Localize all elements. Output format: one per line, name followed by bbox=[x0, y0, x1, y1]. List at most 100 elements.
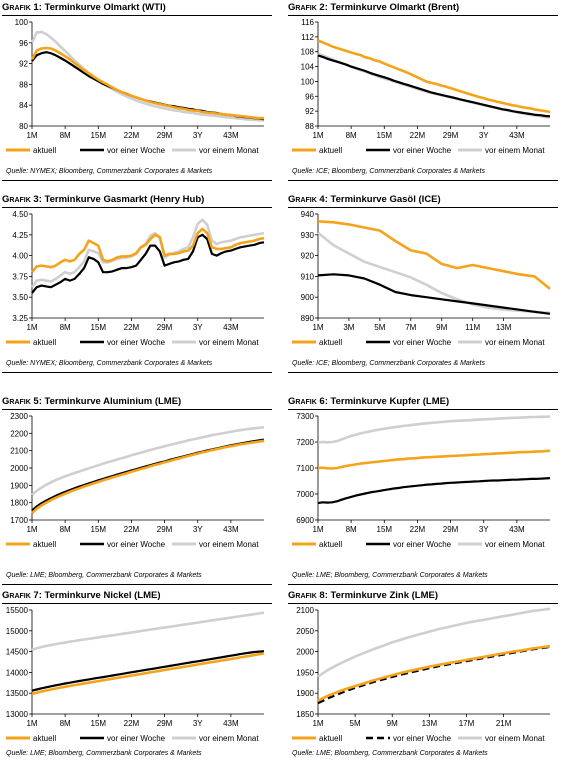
chart-panel-2: Grafik 2: Terminkurve Olmarkt (Brent) 88… bbox=[288, 2, 558, 182]
y-tick-label: 3.75 bbox=[12, 272, 28, 281]
x-tick-label: 15M bbox=[91, 525, 107, 534]
bottom-rule bbox=[2, 180, 272, 181]
x-tick-label: 43M bbox=[509, 131, 525, 140]
y-tick-label: 1850 bbox=[296, 710, 314, 719]
chart-panel-7: Grafik 7: Terminkurve Nickel (LME) 13000… bbox=[2, 590, 272, 762]
chart-title: Grafik 7: Terminkurve Nickel (LME) bbox=[2, 590, 160, 601]
chart-number: Grafik 8: bbox=[288, 590, 328, 601]
series-line-vor-einer-woche bbox=[317, 477, 551, 505]
chart-title: Grafik 6: Terminkurve Kupfer (LME) bbox=[288, 396, 449, 407]
series-line-vor-einem-monat bbox=[31, 426, 265, 496]
y-tick-label: 1950 bbox=[296, 668, 314, 677]
y-tick-label: 88 bbox=[305, 122, 314, 131]
x-tick-label: 9M bbox=[387, 719, 398, 728]
series-line-aktuell bbox=[317, 220, 551, 290]
x-tick-label: 1M bbox=[312, 525, 323, 534]
y-tick-label: 940 bbox=[301, 210, 315, 219]
bottom-rule bbox=[288, 180, 558, 181]
legend-label: vor einer Woche bbox=[107, 338, 166, 347]
x-tick-label: 15M bbox=[91, 719, 107, 728]
series-line-vor-einem-monat bbox=[30, 218, 265, 288]
x-tick-label: 7M bbox=[405, 323, 416, 332]
x-tick-label: 15M bbox=[91, 323, 107, 332]
chart-panel-6: Grafik 6: Terminkurve Kupfer (LME) 6900 7… bbox=[288, 396, 558, 585]
y-tick-label: 4.50 bbox=[12, 210, 28, 219]
source-note: Quelle: LME; Bloomberg, Commerzbank Corp… bbox=[292, 750, 488, 757]
x-tick-label: 8M bbox=[60, 131, 71, 140]
legend-label: vor einer Woche bbox=[107, 540, 166, 549]
x-tick-label: 22M bbox=[410, 525, 426, 534]
chart-title: Grafik 4: Terminkurve Gasöl (ICE) bbox=[288, 194, 441, 205]
chart-title: Grafik 3: Terminkurve Gasmarkt (Henry Hu… bbox=[2, 194, 204, 205]
series-line-aktuell bbox=[317, 644, 551, 702]
x-tick-label: 3M bbox=[343, 323, 354, 332]
y-tick-label: 2100 bbox=[296, 606, 314, 615]
y-tick-label: 2200 bbox=[10, 429, 28, 438]
x-tick-label: 3Y bbox=[479, 525, 489, 534]
y-tick-label: 6900 bbox=[296, 516, 314, 525]
chart-number: Grafik 1: bbox=[2, 2, 42, 13]
legend-label: vor einer Woche bbox=[393, 540, 452, 549]
x-tick-label: 8M bbox=[60, 323, 71, 332]
chart-panel-4: Grafik 4: Terminkurve Gasöl (ICE) 890 900… bbox=[288, 194, 558, 374]
x-tick-label: 29M bbox=[443, 131, 459, 140]
y-tick-label: 4.00 bbox=[12, 252, 28, 261]
y-tick-label: 14500 bbox=[6, 648, 29, 657]
legend-label: aktuell bbox=[319, 146, 342, 155]
x-tick-label: 8M bbox=[346, 131, 357, 140]
bottom-rule bbox=[2, 584, 272, 585]
x-tick-label: 9M bbox=[436, 323, 447, 332]
series-line-vor-einem-monat bbox=[317, 607, 551, 678]
chart-title-text: Terminkurve Gasmarkt (Henry Hub) bbox=[44, 194, 205, 205]
legend-label: aktuell bbox=[33, 734, 56, 743]
series-line-aktuell bbox=[31, 439, 265, 515]
chart-panel-3: Grafik 3: Terminkurve Gasmarkt (Henry Hu… bbox=[2, 194, 272, 374]
x-tick-label: 8M bbox=[346, 525, 357, 534]
y-tick-label: 4.25 bbox=[12, 231, 28, 240]
series-line-vor-einer-woche bbox=[317, 645, 551, 705]
line-chart: 13000 13500 14000 14500 15000 15500 1M 8M 15M 22M… bbox=[6, 606, 265, 743]
source-note: Quelle: NYMEX; Bloomberg, Commerzbank Co… bbox=[6, 360, 213, 367]
chart-number: Grafik 2: bbox=[288, 2, 328, 13]
y-tick-label: 15000 bbox=[6, 627, 29, 636]
y-tick-label: 1900 bbox=[10, 481, 28, 490]
y-tick-label: 1900 bbox=[296, 689, 314, 698]
line-chart: 890 900 910 920 930 940 1M 3M 5M 7M 9M 11M 13M aktuel… bbox=[292, 210, 551, 347]
series-line-aktuell bbox=[317, 39, 551, 114]
x-tick-label: 3Y bbox=[193, 323, 203, 332]
x-tick-label: 3Y bbox=[193, 131, 203, 140]
source-note: Quelle: ICE; Bloomberg, Commerzbank Corp… bbox=[292, 360, 485, 367]
x-tick-label: 11M bbox=[465, 323, 480, 332]
x-tick-label: 13M bbox=[496, 323, 512, 332]
line-chart: 80 84 88 92 96 100 1M 8M 15M 22M 29M 3Y 43M aktuell vo… bbox=[6, 18, 265, 155]
chart-title: Grafik 5: Terminkurve Aluminium (LME) bbox=[2, 396, 181, 407]
y-tick-label: 7300 bbox=[296, 412, 314, 421]
x-tick-label: 29M bbox=[157, 719, 173, 728]
source-note: Quelle: LME; Bloomberg, Commerzbank Corp… bbox=[292, 572, 488, 579]
y-tick-label: 92 bbox=[305, 107, 314, 116]
chart-number: Grafik 6: bbox=[288, 396, 328, 407]
y-tick-label: 7100 bbox=[296, 464, 314, 473]
chart-title-text: Terminkurve Gasöl (ICE) bbox=[330, 194, 441, 205]
series-line-aktuell bbox=[31, 652, 265, 696]
x-tick-label: 3Y bbox=[193, 525, 203, 534]
x-tick-label: 1M bbox=[26, 323, 37, 332]
x-tick-label: 29M bbox=[157, 131, 173, 140]
title-rule bbox=[2, 207, 272, 208]
x-tick-label: 1M bbox=[26, 525, 37, 534]
y-tick-label: 100 bbox=[301, 77, 315, 86]
title-rule bbox=[2, 603, 272, 604]
y-tick-label: 80 bbox=[19, 122, 28, 131]
y-tick-label: 910 bbox=[301, 272, 315, 281]
y-tick-label: 96 bbox=[305, 92, 314, 101]
title-rule bbox=[288, 409, 558, 410]
series-line-vor-einer-woche bbox=[31, 650, 265, 692]
y-tick-label: 108 bbox=[301, 48, 315, 57]
y-tick-label: 1700 bbox=[10, 516, 28, 525]
legend-label: vor einem Monat bbox=[199, 734, 259, 743]
series-line-vor-einem-monat bbox=[317, 415, 551, 444]
line-chart: 3.25 3.50 3.75 4.00 4.25 4.50 1M 8M 15M 22M 29M 3Y 4… bbox=[6, 210, 265, 347]
y-tick-label: 2000 bbox=[296, 648, 314, 657]
y-tick-label: 96 bbox=[19, 39, 28, 48]
source-note: Quelle: NYMEX; Bloomberg, Commerzbank Co… bbox=[6, 168, 213, 175]
